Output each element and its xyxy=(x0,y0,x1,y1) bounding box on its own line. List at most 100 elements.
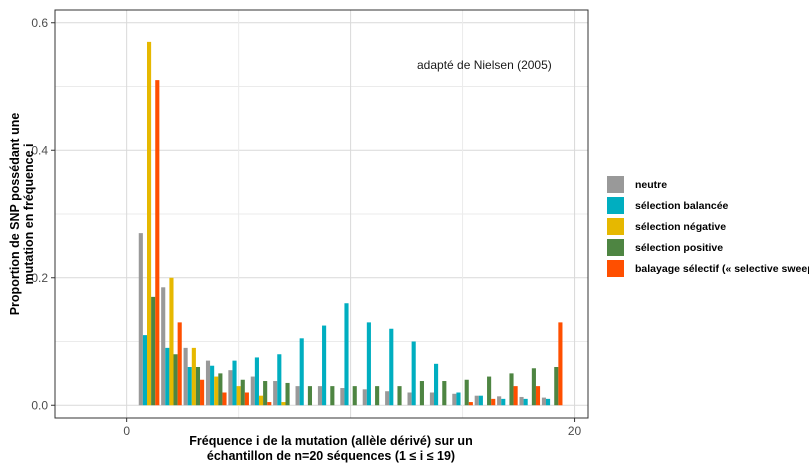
bar xyxy=(222,392,227,406)
bar xyxy=(366,322,371,406)
bar xyxy=(281,402,286,406)
bar xyxy=(214,376,219,406)
bar xyxy=(200,379,205,406)
legend-key xyxy=(607,176,624,193)
x-axis-title-line1: Fréquence i de la mutation (allèle dériv… xyxy=(189,434,472,448)
bar xyxy=(362,389,367,406)
bar xyxy=(205,360,211,406)
bar xyxy=(142,335,147,406)
bar xyxy=(285,382,290,406)
bar xyxy=(191,347,196,406)
bar xyxy=(456,392,461,406)
bar xyxy=(558,322,563,406)
bar xyxy=(340,388,345,406)
bar xyxy=(385,391,390,406)
y-tick-label: 0.6 xyxy=(31,16,48,30)
bar xyxy=(183,347,188,406)
y-axis-title-line1: Proportion de SNP possédant une xyxy=(8,113,22,316)
bar xyxy=(151,296,156,406)
bar xyxy=(352,386,357,406)
bar xyxy=(250,376,255,406)
bar xyxy=(389,328,394,406)
legend-label: neutre xyxy=(635,179,667,191)
bar xyxy=(519,396,524,406)
bar xyxy=(344,303,349,406)
bar xyxy=(442,381,447,406)
legend-label: sélection positive xyxy=(635,242,723,254)
bar xyxy=(138,233,143,406)
bar xyxy=(322,325,327,406)
bar xyxy=(155,80,160,406)
x-tick-label: 0 xyxy=(123,424,130,438)
bars xyxy=(138,41,563,406)
bar xyxy=(541,397,546,406)
bar xyxy=(317,386,323,406)
legend-key xyxy=(607,239,624,256)
grid-lines xyxy=(55,10,588,418)
annotation: adapté de Nielsen (2005) xyxy=(417,58,552,72)
legend-label: balayage sélectif (« selective sweep ») xyxy=(635,263,809,275)
bar xyxy=(210,365,215,406)
y-tick-label: 0.0 xyxy=(31,398,48,412)
bar xyxy=(468,402,473,406)
axis-ticks: 0.0 0.2 0.4 0.6 0 20 xyxy=(31,16,581,438)
bar xyxy=(263,381,268,406)
legend-key xyxy=(607,218,624,235)
bar xyxy=(258,395,264,406)
legend-label: sélection balancée xyxy=(635,200,729,212)
bar xyxy=(452,393,457,406)
bar xyxy=(146,41,152,406)
bar xyxy=(474,395,479,406)
bar xyxy=(531,368,536,406)
bar xyxy=(554,367,559,406)
x-tick-label: 20 xyxy=(568,424,582,438)
bar xyxy=(218,373,223,406)
bar xyxy=(169,277,174,406)
legend-label: sélection négative xyxy=(635,221,726,233)
bar xyxy=(195,367,201,406)
bar xyxy=(513,386,518,406)
y-tick-label: 0.4 xyxy=(31,143,48,157)
bar xyxy=(429,392,435,406)
plot-panel-border xyxy=(54,9,589,419)
bar xyxy=(173,354,178,406)
bar xyxy=(464,379,469,406)
bar xyxy=(487,376,492,406)
bar xyxy=(375,386,380,406)
bar xyxy=(236,386,241,406)
bar xyxy=(411,341,416,406)
bar xyxy=(419,381,424,406)
bar xyxy=(165,347,170,406)
bar xyxy=(267,402,272,406)
bar xyxy=(407,392,412,406)
bar xyxy=(254,357,259,406)
x-axis-title-line2: échantillon de n=20 séquences (1 ≤ i ≤ 1… xyxy=(207,449,455,463)
bar xyxy=(273,381,278,406)
legend: neutre sélection balancée sélection négati… xyxy=(607,176,809,277)
bar xyxy=(240,379,245,406)
bar xyxy=(307,386,313,406)
legend-key xyxy=(607,197,624,214)
y-axis-title: Proportion de SNP possédant une mutation… xyxy=(8,113,36,316)
bar xyxy=(397,386,402,406)
bar xyxy=(491,398,496,406)
bar xyxy=(177,322,182,406)
bar xyxy=(509,373,514,406)
bar xyxy=(330,386,335,406)
y-axis-title-line2: mutation en fréquence i xyxy=(22,144,36,285)
bar xyxy=(478,395,483,406)
bar xyxy=(299,338,304,406)
bar xyxy=(187,367,192,406)
bar xyxy=(228,370,233,406)
bar xyxy=(295,386,300,406)
y-tick-label: 0.2 xyxy=(31,271,48,285)
bar xyxy=(277,354,282,406)
bar xyxy=(523,398,528,406)
bar xyxy=(434,363,439,406)
bar xyxy=(501,398,506,406)
bar xyxy=(545,398,551,406)
bar xyxy=(535,386,541,406)
bar xyxy=(244,392,249,406)
legend-key xyxy=(607,260,624,277)
